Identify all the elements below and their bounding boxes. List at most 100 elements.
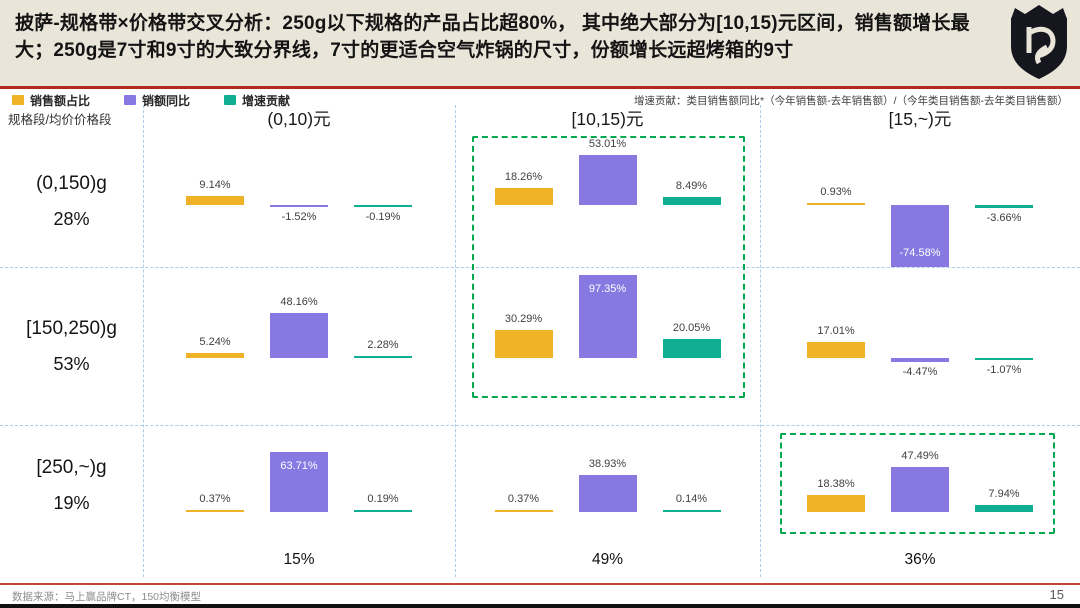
legend: 销售额占比 销额同比 增速贡献 (12, 92, 290, 109)
bar-sales-share (494, 510, 553, 512)
bar-value-label: -1.07% (986, 364, 1022, 376)
bar-sales-share (494, 187, 553, 205)
bar-value-label: 0.19% (367, 493, 399, 505)
bar-group-growth-contribution: 7.94% (975, 425, 1033, 545)
grid-hline (0, 425, 1080, 426)
bar-sales-share (186, 510, 244, 512)
row-header-spec-band-1: (0,150)g 28% (0, 135, 143, 267)
bar-sales-share (186, 196, 244, 205)
bar-value-label: 17.01% (817, 325, 855, 337)
bar-group-sales-yoy: 47.49% (891, 425, 949, 545)
chart-cell-r2c3: 17.01% -4.47% -1.07% (760, 267, 1080, 425)
legend-item-sales-yoy: 销额同比 (124, 92, 190, 109)
row-label: [250,~)g (36, 456, 107, 478)
bar-sales-share (807, 342, 865, 358)
bar-sales-yoy (891, 467, 949, 512)
legend-item-growth-contribution: 增速贡献 (224, 92, 290, 109)
bar-value-label: 47.49% (901, 450, 939, 463)
bar-sales-share (186, 353, 244, 358)
column-share-1: 15% (283, 551, 315, 568)
column-header-price-band-1: (0,10)元 (267, 109, 331, 129)
bar-group-sales-share: 5.24% (186, 267, 244, 425)
highlight-box-2 (780, 433, 1055, 534)
bar-group-sales-yoy: 48.16% (270, 267, 328, 425)
column-header-price-band-2: [10,15)元 (571, 109, 644, 129)
bar-value-label: 30.29% (504, 312, 543, 325)
grid-vline (455, 105, 456, 577)
bar-group-sales-yoy: 38.93% (578, 425, 637, 545)
grid-vline (143, 105, 144, 577)
bar-sales-yoy (578, 275, 637, 358)
bar-growth-contribution (975, 358, 1033, 360)
bar-growth-contribution (354, 355, 412, 358)
brand-shield-logo (1011, 5, 1067, 79)
bar-value-label: -3.66% (986, 212, 1022, 225)
bar-sales-yoy (270, 312, 328, 358)
bar-growth-contribution (975, 205, 1033, 209)
bar-value-label: 5.24% (199, 336, 231, 349)
bar-value-label: 18.26% (504, 170, 543, 183)
row-header-spec-band-3: [250,~)g 19% (0, 425, 143, 545)
bar-group-growth-contribution: 0.19% (354, 425, 412, 545)
column-share-3: 36% (904, 551, 936, 568)
column-header-price-band-3: [15,~)元 (888, 109, 952, 129)
bar-group-growth-contribution: 8.49% (662, 135, 721, 267)
data-source-note: 数据来源：马上赢品牌CT，150均衡模型 (12, 591, 202, 603)
bar-value-label: 0.14% (675, 493, 708, 505)
bar-group-growth-contribution: 2.28% (354, 267, 412, 425)
bar-sales-share (807, 203, 865, 205)
bar-value-label: 8.49% (675, 180, 708, 193)
bar-value-label: 53.01% (588, 138, 627, 151)
bar-group-sales-share: 30.29% (494, 267, 553, 425)
highlight-box-1 (472, 136, 745, 398)
bar-group-sales-share: 0.37% (494, 425, 553, 545)
bar-value-label: 0.37% (507, 493, 540, 505)
bar-value-label: 18.38% (817, 477, 855, 490)
bar-sales-yoy (270, 452, 328, 512)
bar-value-label: 0.93% (820, 186, 852, 198)
title-banner: 披萨-规格带×价格带交叉分析：250g以下规格的产品占比超80%， 其中绝大部分… (0, 0, 1080, 86)
bar-group-sales-yoy: -4.47% (891, 267, 949, 425)
chart-cell-r2c1: 5.24% 48.16% 2.28% (143, 267, 455, 425)
bar-group-sales-share: 18.26% (494, 135, 553, 267)
bar-value-label: -0.19% (365, 211, 401, 223)
row-label: [150,250)g (26, 317, 117, 339)
formula-note: 增速贡献：类目销售额同比*（今年销售额-去年销售额）/（今年类目销售额-去年类目… (634, 94, 1068, 107)
bar-value-label: 20.05% (672, 322, 711, 335)
bar-sales-share (494, 329, 553, 358)
bar-group-sales-yoy: -74.58% (891, 135, 949, 267)
bar-group-sales-yoy: 63.71% (270, 425, 328, 545)
row-share: 53% (53, 353, 90, 374)
chart-cell-r3c2: 0.37% 38.93% 0.14% (455, 425, 760, 545)
legend-item-sales-share: 销售额占比 (12, 92, 90, 109)
footer-separator-line (0, 583, 1080, 585)
bar-group-growth-contribution: 0.14% (662, 425, 721, 545)
chart-cell-r1c2: 18.26% 53.01% 8.49% (455, 135, 760, 267)
grid-hline (0, 267, 1080, 268)
legend-label: 销售额占比 (30, 93, 91, 108)
bar-sales-yoy (578, 475, 637, 512)
banner-separator-line (0, 86, 1080, 89)
bar-growth-contribution (662, 510, 721, 512)
slide-bottom-edge (0, 604, 1080, 608)
grid-vline (760, 105, 761, 577)
bar-value-label: 97.35% (588, 283, 627, 295)
chart-cell-r3c3: 18.38% 47.49% 7.94% (760, 425, 1080, 545)
row-header-spec-band-2: [150,250)g 53% (0, 267, 143, 425)
bar-value-label: 7.94% (988, 487, 1020, 500)
bar-group-sales-share: 17.01% (807, 267, 865, 425)
chart-cell-r3c1: 0.37% 63.71% 0.19% (143, 425, 455, 545)
column-share-2: 49% (591, 551, 624, 568)
bar-value-label: 63.71% (280, 460, 318, 473)
sales-yoy-swatch-icon (124, 95, 137, 105)
bar-sales-yoy (891, 205, 949, 267)
bar-value-label: 48.16% (280, 295, 318, 308)
bar-sales-yoy (891, 358, 949, 363)
row-label: (0,150)g (36, 172, 107, 194)
bar-group-growth-contribution: -1.07% (975, 267, 1033, 425)
bar-sales-share (807, 494, 865, 512)
row-share: 28% (53, 208, 90, 229)
legend-label: 销额同比 (142, 93, 191, 108)
bar-group-growth-contribution: 20.05% (662, 267, 721, 425)
